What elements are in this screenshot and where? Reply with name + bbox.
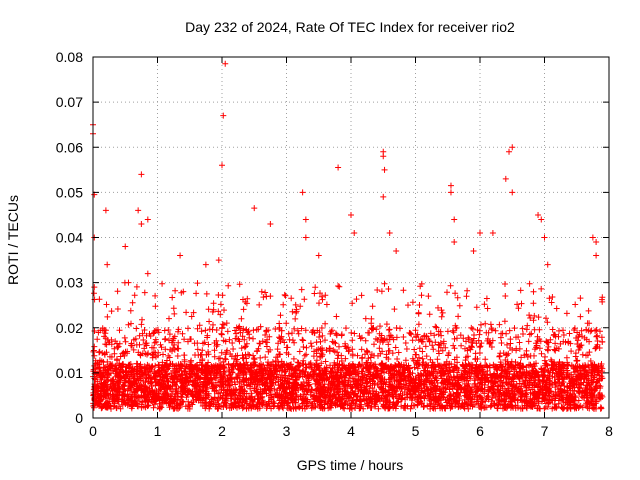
- roti-point: [544, 261, 551, 268]
- roti-point: [102, 207, 109, 214]
- roti-point: [541, 234, 548, 241]
- x-tick-label: 3: [283, 423, 291, 439]
- roti-point: [138, 220, 145, 227]
- roti-point: [202, 261, 209, 268]
- roti-point: [535, 211, 542, 218]
- y-axis-label: ROTI / TECUs: [5, 195, 21, 285]
- roti-point: [180, 288, 187, 295]
- roti-point: [302, 216, 309, 223]
- roti-point: [299, 189, 306, 196]
- x-tick-label: 5: [412, 423, 420, 439]
- roti-point: [215, 257, 222, 264]
- roti-point: [351, 229, 358, 236]
- roti-point: [138, 171, 145, 178]
- roti-point: [144, 270, 151, 277]
- x-tick-label: 8: [605, 423, 613, 439]
- roti-point: [91, 284, 98, 291]
- roti-point: [477, 229, 483, 236]
- roti-point: [104, 261, 111, 268]
- roti-point-cloud: [90, 279, 606, 412]
- roti-point: [177, 252, 184, 259]
- data-points: [90, 60, 600, 300]
- y-tick-label: 0.02: [56, 320, 83, 336]
- roti-point: [589, 234, 596, 241]
- x-tick-label: 2: [218, 423, 226, 439]
- y-tick-label: 0.01: [56, 365, 83, 381]
- roti-point: [381, 166, 388, 173]
- roti-point: [451, 216, 458, 223]
- roti-point: [380, 193, 387, 200]
- roti-point: [220, 112, 227, 119]
- roti-point: [509, 144, 516, 151]
- roti-point: [251, 205, 258, 212]
- roti-point: [470, 248, 477, 255]
- y-tick-label: 0.05: [56, 184, 83, 200]
- roti-point: [219, 162, 225, 169]
- roti-point: [267, 293, 274, 300]
- y-tick-label: 0.07: [56, 94, 83, 110]
- roti-point: [125, 279, 132, 286]
- roti-point: [222, 60, 229, 67]
- x-axis-ticks: 0 1 2 3 4 5 6 7 8: [89, 57, 613, 439]
- y-tick-label: 0: [75, 410, 83, 426]
- roti-point: [451, 239, 458, 246]
- chart-title: Day 232 of 2024, Rate Of TEC Index for r…: [185, 19, 515, 35]
- roti-point: [447, 189, 454, 196]
- x-tick-label: 0: [89, 423, 97, 439]
- roti-point: [393, 248, 400, 255]
- roti-point: [425, 293, 432, 300]
- x-tick-label: 1: [154, 423, 162, 439]
- roti-point: [509, 189, 516, 196]
- y-tick-label: 0.03: [56, 275, 83, 291]
- roti-point: [502, 175, 509, 182]
- y-tick-label: 0.04: [56, 230, 83, 246]
- roti-point: [122, 243, 129, 250]
- roti-point: [447, 182, 454, 189]
- y-axis-ticks: 0 0.01 0.02 0.03 0.04 0.05 0.06 0.07 0.08: [56, 49, 609, 426]
- roti-point: [135, 207, 142, 214]
- roti-point: [380, 148, 387, 155]
- roti-point: [538, 216, 545, 223]
- roti-point: [348, 211, 354, 218]
- x-tick-label: 7: [541, 423, 549, 439]
- y-tick-label: 0.06: [56, 139, 83, 155]
- roti-point: [489, 229, 496, 236]
- x-axis-label: GPS time / hours: [297, 457, 404, 473]
- x-tick-label: 6: [476, 423, 484, 439]
- x-tick-label: 4: [347, 423, 355, 439]
- roti-point: [267, 220, 274, 227]
- y-tick-label: 0.08: [56, 49, 83, 65]
- grid-lines: [93, 57, 609, 418]
- roti-point: [335, 164, 342, 171]
- roti-point: [506, 148, 513, 155]
- roti-point: [144, 216, 151, 223]
- dense-data-band: [90, 279, 606, 412]
- roti-point: [302, 234, 309, 241]
- roti-point: [593, 252, 600, 259]
- roti-point: [315, 252, 322, 259]
- roti-point: [593, 239, 600, 246]
- roti-point: [386, 229, 393, 236]
